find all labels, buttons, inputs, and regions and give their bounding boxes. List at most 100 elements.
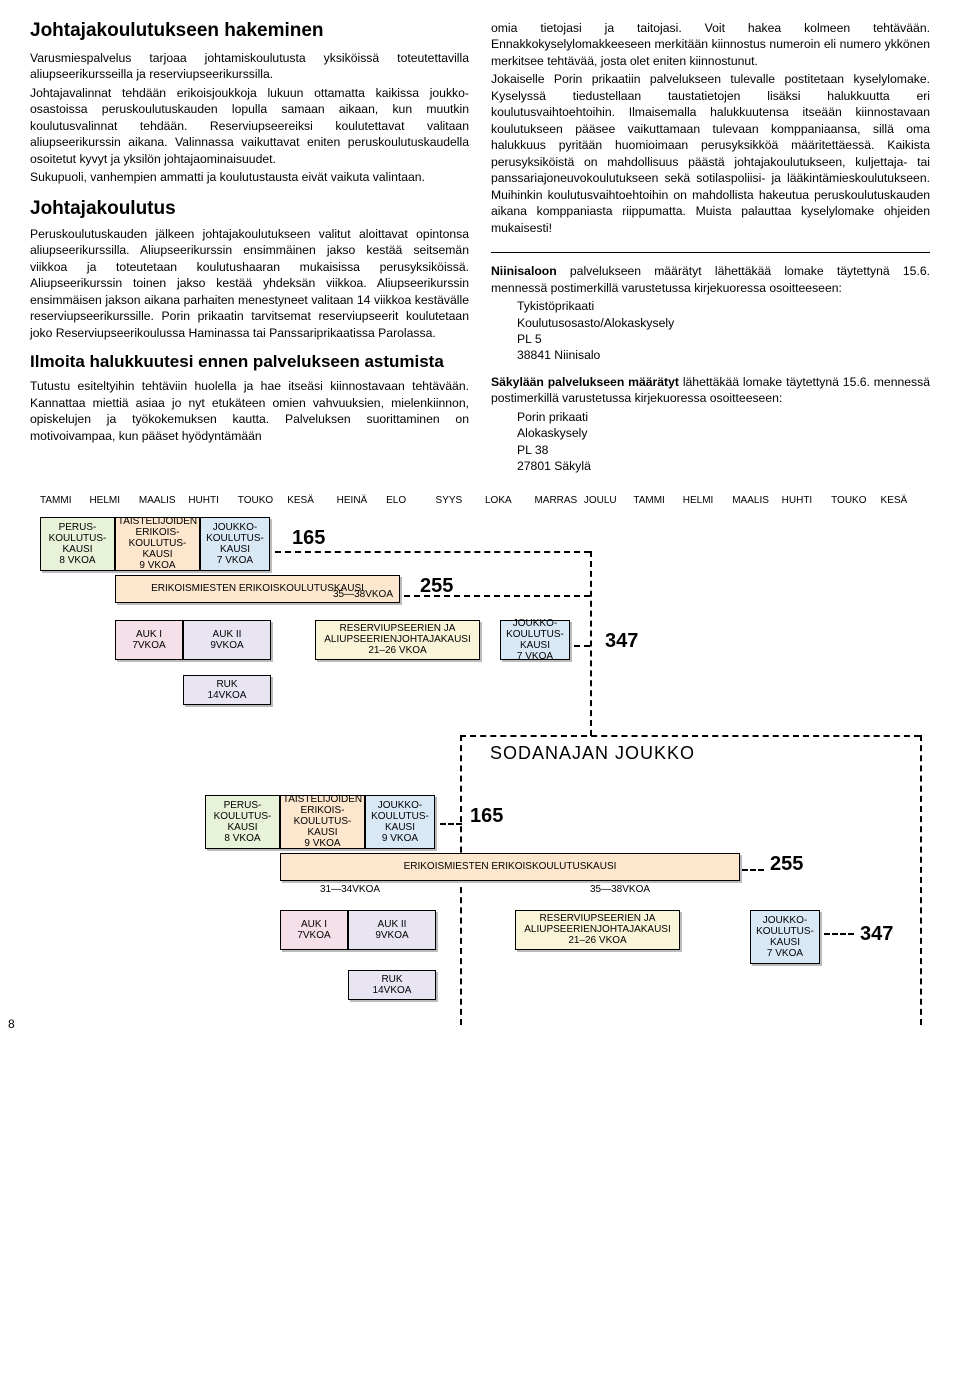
t: 7VKOA xyxy=(297,930,330,941)
divider xyxy=(491,252,930,253)
para-sakyla: Säkylään palvelukseen määrätyt lähettäkä… xyxy=(491,374,930,407)
t: 7 VKOA xyxy=(517,651,553,662)
t: RESERVIUPSEERIEN JA xyxy=(340,623,456,634)
t: AUK II xyxy=(378,919,407,930)
addr-line: PL 5 xyxy=(517,331,930,347)
month-label: HEINÄ xyxy=(337,495,368,506)
dash xyxy=(574,645,590,647)
t: 21–26 VKOA xyxy=(568,935,626,946)
para: Johtajavalinnat tehdään erikoisjoukkoja … xyxy=(30,85,469,167)
box-erikoismiesten-2: ERIKOISMIESTEN ERIKOISKOULUTUSKAUSI xyxy=(280,853,740,881)
t: ERIKOIS- xyxy=(301,805,345,816)
dash xyxy=(824,933,854,935)
month-label: SYYS xyxy=(436,495,463,506)
t: JOUKKO- xyxy=(763,915,807,926)
box-joukko7c: JOUKKO- KOULUTUS- KAUSI 7 VKOA xyxy=(750,910,820,964)
box-joukko9: JOUKKO- KOULUTUS- KAUSI 9 VKOA xyxy=(365,795,435,849)
para: Jokaiselle Porin prikaatiin palvelukseen… xyxy=(491,71,930,236)
para: omia tietojasi ja taitojasi. Voit hakea … xyxy=(491,20,930,69)
t: 8 VKOA xyxy=(59,555,95,566)
t: 7 VKOA xyxy=(767,948,803,959)
month-label: JOULU xyxy=(584,495,617,506)
box-peruskoulutus-2: PERUS- KOULUTUS- KAUSI 8 VKOA xyxy=(205,795,280,849)
w3134: 31—34VKOA xyxy=(320,884,380,895)
addr-line: Tykistöprikaati xyxy=(517,298,930,314)
t: JOUKKO- xyxy=(378,800,422,811)
box-auk2-2: AUK II 9VKOA xyxy=(348,910,436,950)
t: 14VKOA xyxy=(208,690,247,701)
t: TAISTELIJOIDEN xyxy=(118,516,197,527)
num-347: 347 xyxy=(605,630,638,653)
t: KOULUTUS- xyxy=(294,816,352,827)
t: ALIUPSEERIENJOHTAJAKAUSI xyxy=(524,924,671,935)
t: ERIKOISMIESTEN ERIKOISKOULUTUSKAUSI xyxy=(404,861,617,872)
para: Peruskoulutuskauden jälkeen johtajakoulu… xyxy=(30,226,469,341)
t: KAUSI xyxy=(307,827,337,838)
box-reservi: RESERVIUPSEERIEN JA ALIUPSEERIENJOHTAJAK… xyxy=(315,620,480,660)
box-joukko7: JOUKKO- KOULUTUS- KAUSI 7 VKOA xyxy=(200,517,270,571)
bold: Niinisaloon xyxy=(491,264,557,278)
sodanajan-label: SODANAJAN JOUKKO xyxy=(490,743,695,764)
month-label: HELMI xyxy=(89,495,120,506)
box-taistelijoiden-2: TAISTELIJOIDEN ERIKOIS- KOULUTUS- KAUSI … xyxy=(280,795,365,849)
month-label: KESÄ xyxy=(287,495,314,506)
t: RUK xyxy=(381,974,402,985)
t: KOULUTUS- xyxy=(756,926,814,937)
dash xyxy=(742,869,764,871)
t: KAUSI xyxy=(385,822,415,833)
t: 9VKOA xyxy=(210,640,243,651)
t: 9 VKOA xyxy=(382,833,418,844)
num-165-2: 165 xyxy=(470,805,503,828)
num-255-2: 255 xyxy=(770,853,803,876)
dash xyxy=(920,735,922,1025)
t: 9VKOA xyxy=(375,930,408,941)
box-auk1: AUK I 7VKOA xyxy=(115,620,183,660)
t: PERUS- xyxy=(59,522,97,533)
box-auk2: AUK II 9VKOA xyxy=(183,620,271,660)
dash xyxy=(440,823,462,825)
t: AUK II xyxy=(213,629,242,640)
box-auk1-2: AUK I 7VKOA xyxy=(280,910,348,950)
training-diagram: TAMMIHELMIMAALISHUHTITOUKOKESÄHEINÄELOSY… xyxy=(30,495,930,1025)
addr-line: Koulutusosasto/Alokaskysely xyxy=(517,315,930,331)
t: 9 VKOA xyxy=(304,838,340,849)
month-label: MAALIS xyxy=(732,495,769,506)
t: KAUSI xyxy=(520,640,550,651)
num-347-2: 347 xyxy=(860,923,893,946)
box-erikoismiesten: ERIKOISMIESTEN ERIKOISKOULUTUSKAUSI 35—3… xyxy=(115,575,400,603)
t: ERIKOIS- xyxy=(136,527,180,538)
t: KOULUTUS- xyxy=(129,538,187,549)
dash xyxy=(404,595,590,597)
t: JOUKKO- xyxy=(213,522,257,533)
t: KAUSI xyxy=(142,549,172,560)
month-label: MARRAS xyxy=(534,495,577,506)
t: 9 VKOA xyxy=(139,560,175,571)
month-label: HUHTI xyxy=(188,495,219,506)
para: Tutustu esiteltyihin tehtäviin huolella … xyxy=(30,378,469,444)
month-label: TOUKO xyxy=(238,495,273,506)
dash xyxy=(460,735,920,737)
box-ruk: RUK 14VKOA xyxy=(183,675,271,705)
addr-line: 38841 Niinisalo xyxy=(517,347,930,363)
w3538-2: 35—38VKOA xyxy=(590,884,650,895)
box-reservi-2: RESERVIUPSEERIEN JA ALIUPSEERIENJOHTAJAK… xyxy=(515,910,680,950)
box-joukko7b: JOUKKO- KOULUTUS- KAUSI 7 VKOA xyxy=(500,620,570,660)
month-label: TAMMI xyxy=(40,495,71,506)
t: KAUSI xyxy=(227,822,257,833)
heading-johtajakoulutus: Johtajakoulutus xyxy=(30,198,469,220)
t: KOULUTUS- xyxy=(206,533,264,544)
t: RUK xyxy=(216,679,237,690)
t: ALIUPSEERIENJOHTAJAKAUSI xyxy=(324,634,471,645)
t: 8 VKOA xyxy=(224,833,260,844)
t: KAUSI xyxy=(220,544,250,555)
bold: Säkylään palvelukseen määrätyt xyxy=(491,375,679,389)
box-taistelijoiden: TAISTELIJOIDEN ERIKOIS- KOULUTUS- KAUSI … xyxy=(115,517,200,571)
t: AUK I xyxy=(136,629,162,640)
addr-line: Porin prikaati xyxy=(517,409,930,425)
page-number: 8 xyxy=(8,1017,15,1031)
month-label: TOUKO xyxy=(831,495,866,506)
t: TAISTELIJOIDEN xyxy=(283,794,362,805)
t: KOULUTUS- xyxy=(49,533,107,544)
t: 7VKOA xyxy=(132,640,165,651)
t: KOULUTUS- xyxy=(371,811,429,822)
